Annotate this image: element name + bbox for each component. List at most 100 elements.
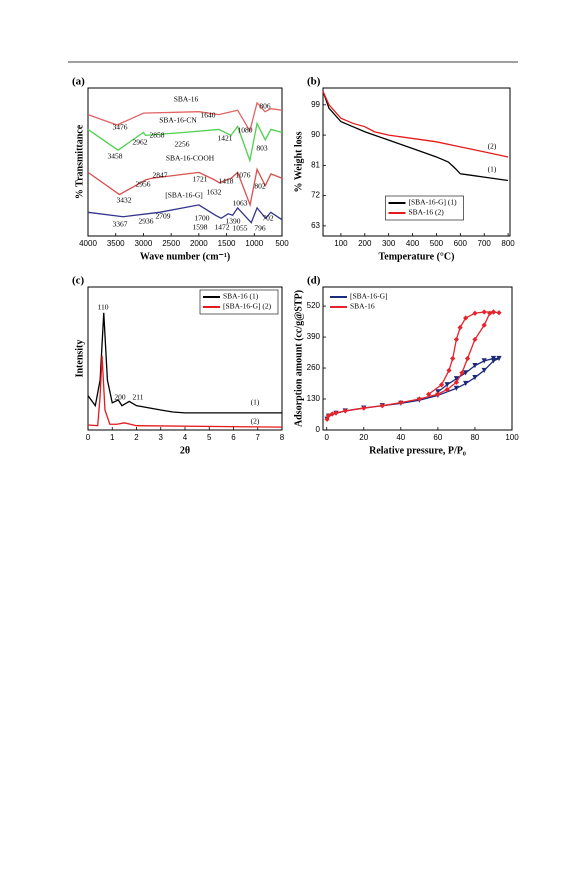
plot-frame	[322, 286, 513, 431]
annotation: 806	[259, 102, 271, 111]
x-tick-label: 500	[430, 239, 444, 248]
data-point	[333, 410, 339, 416]
data-point	[453, 385, 460, 391]
annotation: 1721	[193, 175, 208, 184]
legend: SBA-16 (1)[SBA-16-G] (2)	[199, 289, 279, 315]
annotation: 1598	[193, 223, 208, 232]
data-point	[416, 396, 422, 402]
annotation: 1390	[226, 217, 241, 226]
y-tick-label: 63	[311, 221, 320, 230]
panel-label: (a)	[72, 76, 85, 88]
data-point	[444, 386, 450, 393]
legend-label: SBA-16	[350, 302, 375, 311]
series-line	[87, 312, 282, 414]
series-line	[322, 91, 509, 158]
data-point	[426, 391, 432, 397]
series-line	[87, 355, 283, 428]
x-tick-label: 2000	[190, 239, 208, 248]
x-tick-label: 2500	[162, 239, 180, 248]
x-tick-label: 100	[334, 239, 348, 248]
y-tick-label: 0	[316, 425, 321, 434]
data-point	[463, 315, 469, 321]
data-point	[472, 363, 478, 369]
data-point	[444, 382, 450, 388]
annotation: 3476	[113, 123, 128, 132]
legend-label: [SBA-16-G] (1)	[409, 198, 458, 207]
y-axis-title: Intensity	[74, 340, 85, 378]
data-point	[342, 408, 348, 414]
x-axis-title: Relative pressure, P/P₀	[369, 445, 466, 456]
x-tick-label: 80	[470, 433, 479, 442]
annotation: 1640	[201, 111, 216, 120]
x-tick-label: 500	[275, 239, 289, 248]
x-tick-label: 400	[406, 239, 420, 248]
y-tick-label: 90	[311, 130, 320, 139]
x-tick-label: 600	[454, 239, 468, 248]
x-tick-label: 1500	[218, 239, 236, 248]
y-axis-title: % Weight loss	[293, 131, 304, 192]
x-tick-label: 0	[86, 433, 91, 442]
annotation: 3432	[117, 196, 132, 205]
annotation: 110	[98, 303, 109, 312]
data-point	[453, 336, 460, 343]
data-point	[472, 310, 478, 316]
annotation: 2858	[150, 131, 165, 140]
annotation: 2962	[133, 138, 148, 147]
data-point	[490, 309, 497, 315]
x-tick-label: 20	[359, 433, 368, 442]
annotation: 1080	[238, 126, 253, 135]
x-tick-label: 300	[382, 239, 396, 248]
y-tick-label: 130	[307, 394, 321, 403]
series-line	[87, 204, 283, 224]
annotation: 2256	[175, 140, 190, 149]
data-point	[472, 374, 478, 381]
data-point	[459, 370, 465, 376]
panel-label: (b)	[307, 76, 321, 88]
annotation: 796	[254, 224, 266, 233]
data-point	[398, 399, 404, 406]
x-tick-label: 8	[280, 433, 285, 442]
data-point	[379, 403, 385, 409]
legend-box	[327, 290, 405, 314]
x-tick-label: 7	[256, 433, 261, 442]
x-tick-label: 800	[501, 239, 515, 248]
annotation: 1076	[236, 171, 251, 180]
y-tick-label: 260	[307, 363, 321, 372]
x-tick-label: 100	[505, 433, 519, 442]
series-label: SBA-16-COOH	[166, 154, 215, 163]
x-tick-label: 60	[433, 433, 442, 442]
data-point	[453, 376, 460, 382]
x-tick-label: 1000	[245, 239, 263, 248]
data-point	[481, 309, 487, 315]
x-tick-label: 200	[358, 239, 372, 248]
data-point	[490, 355, 497, 362]
x-axis-title: 2θ	[180, 445, 190, 456]
x-tick-label: 4	[183, 433, 188, 442]
annotation: 802	[254, 182, 266, 191]
x-tick-label: 3	[159, 433, 164, 442]
data-point	[481, 358, 487, 364]
legend-label: SBA-16 (1)	[223, 292, 259, 301]
y-tick-label: 81	[311, 160, 320, 169]
data-point	[481, 322, 487, 328]
panel-label: (d)	[307, 275, 321, 287]
series-line	[87, 101, 283, 133]
data-point	[361, 405, 367, 411]
series-line	[87, 121, 283, 163]
data-point	[450, 355, 456, 362]
series-line	[87, 167, 283, 208]
data-point	[446, 367, 452, 374]
y-tick-label: 72	[311, 191, 320, 200]
x-axis-title: Temperature (°C)	[379, 251, 455, 262]
data-point	[438, 382, 445, 388]
annotation: 1421	[218, 134, 233, 143]
annotation: 1055	[233, 224, 248, 233]
legend-label: SBA-16 (2)	[409, 208, 445, 217]
data-point	[472, 336, 478, 343]
annotation: 702	[262, 214, 274, 223]
data-point	[463, 380, 469, 387]
panel-label: (c)	[72, 275, 85, 287]
annotation: (2)	[488, 142, 497, 151]
data-point	[463, 370, 469, 376]
